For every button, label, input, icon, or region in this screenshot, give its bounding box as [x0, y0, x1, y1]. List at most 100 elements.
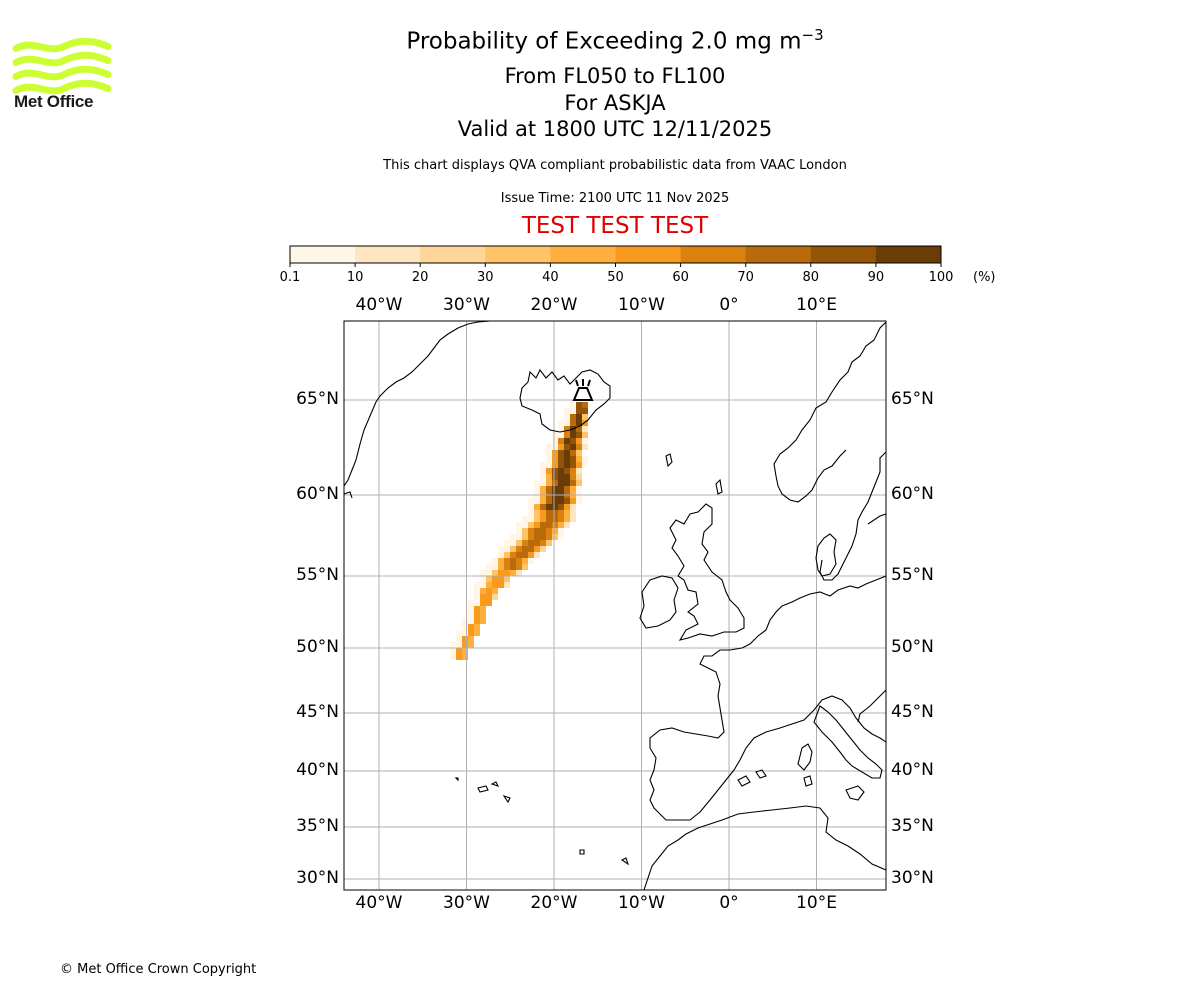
- plume-cell: [504, 582, 510, 588]
- plume-cell: [582, 444, 588, 450]
- denmark-coast: [815, 533, 837, 577]
- plume-cell: [582, 420, 588, 426]
- plume-cell: [486, 600, 492, 606]
- axis-label: 65°N: [296, 389, 339, 409]
- plume-cell: [534, 498, 540, 504]
- plume-cell: [558, 432, 564, 438]
- plume-cell: [540, 522, 546, 528]
- plume-cell: [558, 462, 564, 468]
- plume-cell: [522, 564, 528, 570]
- plume-cell: [504, 570, 510, 576]
- norway-coast: [773, 321, 886, 503]
- plume-cell: [492, 570, 498, 576]
- plume-cell: [522, 516, 528, 522]
- plume-cell: [540, 546, 546, 552]
- plume-cell: [498, 552, 504, 558]
- plume-cell: [504, 576, 510, 582]
- axis-label: 65°N: [891, 389, 934, 409]
- plume-cell: [582, 456, 588, 462]
- copyright: © Met Office Crown Copyright: [60, 962, 257, 977]
- plume-cell: [534, 528, 540, 534]
- plume-cell: [564, 480, 570, 486]
- issue-time: Issue Time: 2100 UTC 11 Nov 2025: [500, 191, 730, 206]
- plume-cell: [564, 468, 570, 474]
- plume-cell: [552, 534, 558, 540]
- plume-cell: [534, 486, 540, 492]
- plume-cell: [546, 516, 552, 522]
- plume-cell: [510, 534, 516, 540]
- plume-cell: [510, 552, 516, 558]
- plume-cell: [462, 654, 468, 660]
- plume-cell: [516, 570, 522, 576]
- colorbar-tick-label: 50: [607, 270, 624, 285]
- plume-cell: [474, 624, 480, 630]
- plume-cell: [480, 606, 486, 612]
- title-main: Probability of Exceeding 2.0 mg m: [406, 28, 802, 55]
- plume-cell: [504, 540, 510, 546]
- plume-cell: [450, 648, 456, 654]
- plume-cell: [492, 588, 498, 594]
- ireland-coast: [639, 575, 679, 629]
- plume-cell: [522, 534, 528, 540]
- plume-cell: [570, 414, 576, 420]
- plume-cell: [546, 486, 552, 492]
- plume-cell: [498, 576, 504, 582]
- test-banner: TEST TEST TEST: [521, 213, 709, 239]
- plume-cell: [456, 648, 462, 654]
- plume-cell: [582, 414, 588, 420]
- plume-cell: [540, 504, 546, 510]
- plume-cell: [558, 486, 564, 492]
- plume-cell: [558, 480, 564, 486]
- plume-cell: [552, 528, 558, 534]
- axis-label: 30°W: [443, 295, 490, 315]
- plume-cell: [504, 564, 510, 570]
- colorbar-tick-label: 80: [802, 270, 820, 285]
- volcano-name: For ASKJA: [564, 91, 666, 115]
- plume-cell: [456, 630, 462, 636]
- plume-cell: [564, 498, 570, 504]
- plume-cell: [546, 510, 552, 516]
- plume-cell: [462, 648, 468, 654]
- colorbar-tick-label: 20: [411, 270, 429, 285]
- colorbar-segment: [420, 246, 486, 263]
- valid-time: Valid at 1800 UTC 12/11/2025: [457, 117, 773, 141]
- colorbar-tick-label: 100: [928, 270, 954, 285]
- colorbar-tick-label: 40: [542, 270, 559, 285]
- colorbar-tick-label: 60: [672, 270, 689, 285]
- plume-cell: [564, 438, 570, 444]
- plume-cell: [480, 588, 486, 594]
- plume-cell: [552, 468, 558, 474]
- plume-cell: [576, 402, 582, 408]
- title-exponent: −3: [801, 26, 824, 44]
- plume-cell: [540, 462, 546, 468]
- plume-cell: [570, 468, 576, 474]
- plume-cell: [582, 408, 588, 414]
- plume-cell: [564, 516, 570, 522]
- plume-cell: [480, 600, 486, 606]
- plume-cell: [462, 624, 468, 630]
- plume-cell: [498, 570, 504, 576]
- plume-cell: [552, 522, 558, 528]
- plume-cell: [540, 534, 546, 540]
- volcano-icon: [572, 379, 594, 401]
- axis-label: 55°N: [296, 565, 339, 585]
- plume-cell: [582, 432, 588, 438]
- plume-cell: [486, 582, 492, 588]
- plume-cell: [570, 408, 576, 414]
- colorbar-tick-label: 10: [346, 270, 364, 285]
- colorbar-tick-label: 30: [477, 270, 494, 285]
- axis-label: 60°N: [296, 484, 339, 504]
- axis-label: 35°N: [891, 816, 934, 836]
- plume-cell: [576, 480, 582, 486]
- north-africa-coast: [643, 805, 886, 890]
- plume-cell: [468, 600, 474, 606]
- plume-cell: [576, 486, 582, 492]
- plume-cell: [540, 468, 546, 474]
- plume-cell: [546, 528, 552, 534]
- plume-cell: [528, 522, 534, 528]
- plume-cell: [456, 642, 462, 648]
- plume-cell: [522, 552, 528, 558]
- plume-cell: [462, 642, 468, 648]
- plume-cell: [582, 402, 588, 408]
